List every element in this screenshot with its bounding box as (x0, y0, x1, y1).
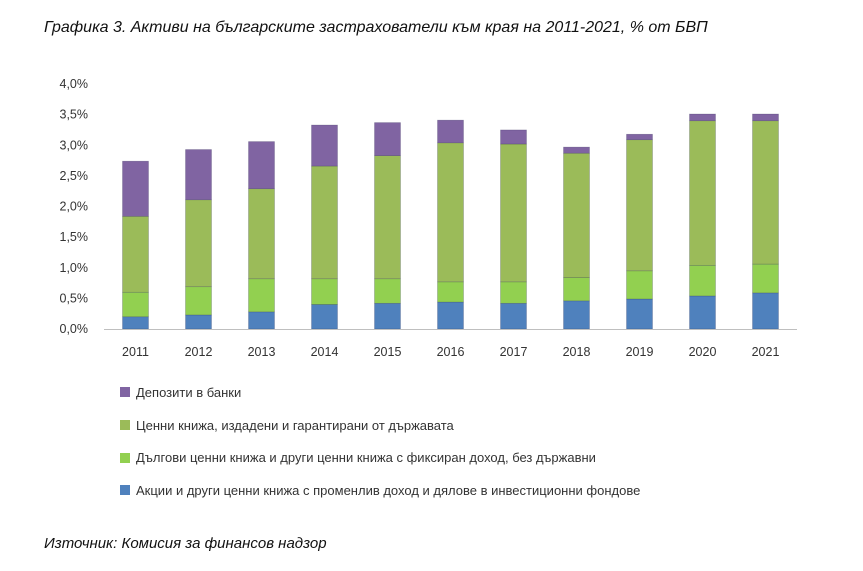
legend-swatch (120, 387, 130, 398)
bar-segment-2020-3 (689, 113, 716, 122)
bar-segment-2017-2 (500, 143, 527, 283)
y-tick-label: 3,5% (60, 108, 89, 122)
bar-segment-2014-0 (311, 304, 338, 330)
bar-segment-2019-3 (626, 133, 653, 141)
legend-label: Акции и други ценни книжа с променлив до… (136, 482, 641, 498)
bar-segment-2011-1 (122, 291, 149, 318)
bar-segment-2015-3 (374, 122, 401, 156)
bar-segment-2012-3 (185, 149, 212, 201)
bar-segment-2021-2 (752, 120, 779, 265)
bar-segment-2015-0 (374, 302, 401, 330)
bar-segment-2017-1 (500, 281, 527, 304)
x-tick-label: 2012 (185, 345, 213, 359)
bar-segment-2021-3 (752, 113, 779, 122)
bar-segment-2020-2 (689, 120, 716, 266)
bar-segment-2011-0 (122, 316, 149, 330)
bar-segment-2018-3 (563, 146, 590, 154)
x-tick-label: 2020 (689, 345, 717, 359)
bar-segment-2016-0 (437, 301, 464, 330)
x-tick-label: 2017 (500, 345, 528, 359)
bar-segment-2012-0 (185, 314, 212, 330)
bar-segment-2014-1 (311, 278, 338, 305)
bar-segment-2013-2 (248, 188, 275, 280)
x-tick-label: 2016 (437, 345, 465, 359)
bar-segment-2013-0 (248, 311, 275, 330)
bar-segment-2016-1 (437, 281, 464, 303)
legend-item: Дългови ценни книжа и други ценни книжа … (120, 441, 640, 474)
x-tick-label: 2021 (752, 345, 780, 359)
legend-label: Депозити в банки (136, 384, 242, 400)
x-tick-label: 2011 (122, 345, 149, 359)
bar-segment-2014-2 (311, 165, 338, 280)
bar-segment-2014-3 (311, 124, 338, 167)
y-tick-label: 1,5% (60, 230, 89, 244)
legend-swatch (120, 485, 130, 496)
x-tick-label: 2018 (563, 345, 591, 359)
legend-item: Ценни книжа, издадени и гарантирани от д… (120, 409, 640, 442)
bar-segment-2019-0 (626, 298, 653, 330)
legend-swatch (120, 452, 130, 463)
x-tick-label: 2014 (311, 345, 339, 359)
bar-segment-2012-1 (185, 286, 212, 316)
legend-swatch (120, 420, 130, 431)
x-tick-label: 2013 (248, 345, 276, 359)
bar-segment-2011-3 (122, 160, 149, 217)
y-tick-label: 1,0% (60, 261, 89, 275)
bar-segment-2015-2 (374, 155, 401, 280)
legend-label: Ценни книжа, издадени и гарантирани от д… (136, 417, 454, 433)
legend-label: Дългови ценни книжа и други ценни книжа … (136, 450, 596, 466)
bar-segment-2019-1 (626, 270, 653, 300)
bar-segment-2021-1 (752, 263, 779, 294)
bar-segment-2017-3 (500, 129, 527, 145)
bar-segment-2016-3 (437, 119, 464, 144)
bar-segment-2013-1 (248, 278, 275, 313)
source-note: Източник: Комисия за финансов надзор (44, 535, 327, 552)
y-tick-label: 2,0% (60, 200, 89, 214)
x-tick-label: 2015 (374, 345, 402, 359)
bar-segment-2018-1 (563, 277, 590, 302)
bar-segment-2013-3 (248, 141, 275, 190)
bar-segment-2011-2 (122, 216, 149, 293)
y-tick-label: 4,0% (60, 77, 89, 91)
bar-segment-2016-2 (437, 142, 464, 283)
bar-segment-2018-2 (563, 152, 590, 278)
bar-segment-2018-0 (563, 300, 590, 330)
legend-item: Депозити в банки (120, 376, 640, 409)
legend-item: Акции и други ценни книжа с променлив до… (120, 474, 640, 507)
x-tick-label: 2019 (626, 345, 654, 359)
bar-segment-2019-2 (626, 139, 653, 272)
bar-segment-2021-0 (752, 292, 779, 330)
bar-segment-2012-2 (185, 199, 212, 288)
y-tick-label: 3,0% (60, 138, 89, 152)
stacked-bar-chart: 0,0% 0,5% 1,0% 1,5% 2,0% 2,5% 3,0% 3,5% 4,0% 2011… (60, 77, 797, 359)
legend: Депозити в банки Ценни книжа, издадени и … (120, 376, 640, 507)
y-tick-label: 2,5% (60, 169, 89, 183)
chart-title: Графика 3. Активи на българските застрах… (44, 19, 708, 36)
y-tick-label: 0,5% (60, 291, 89, 305)
bar-segment-2015-1 (374, 278, 401, 304)
bar-segment-2020-1 (689, 264, 716, 297)
bar-segment-2020-0 (689, 295, 716, 330)
bar-segment-2017-0 (500, 302, 527, 330)
y-tick-label: 0,0% (60, 322, 89, 336)
